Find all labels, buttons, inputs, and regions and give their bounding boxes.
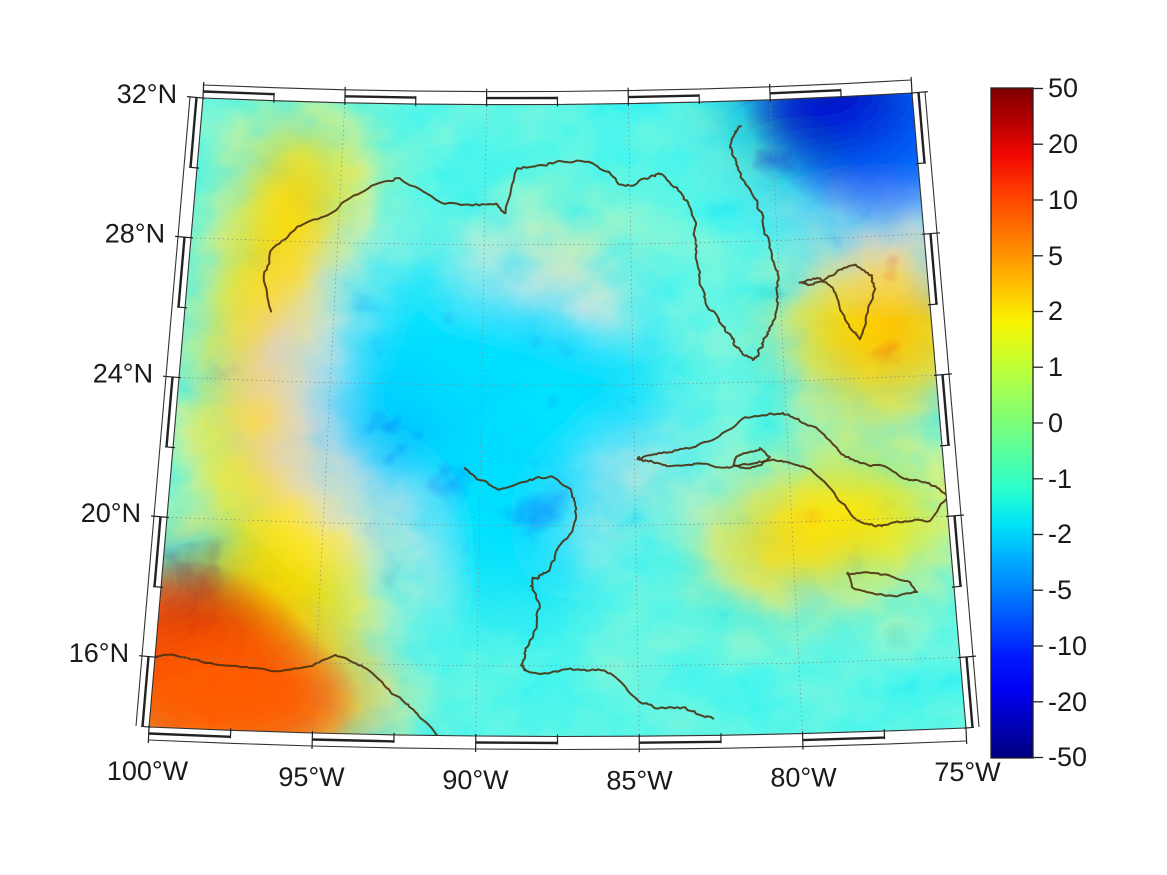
svg-text:50: 50 (1048, 73, 1078, 103)
svg-text:85°W: 85°W (606, 765, 673, 795)
svg-text:20°N: 20°N (81, 498, 141, 528)
svg-text:-50: -50 (1048, 742, 1087, 772)
svg-text:10: 10 (1048, 185, 1078, 215)
svg-text:32°N: 32°N (117, 79, 177, 109)
svg-text:-2: -2 (1048, 519, 1072, 549)
svg-text:16°N: 16°N (69, 638, 129, 668)
svg-text:28°N: 28°N (105, 219, 165, 249)
svg-text:20: 20 (1048, 129, 1078, 159)
svg-text:90°W: 90°W (442, 765, 509, 795)
svg-text:-5: -5 (1048, 575, 1072, 605)
svg-text:95°W: 95°W (278, 762, 345, 792)
svg-text:0: 0 (1048, 408, 1063, 438)
svg-text:80°W: 80°W (770, 763, 837, 793)
svg-text:5: 5 (1048, 241, 1063, 271)
svg-text:2: 2 (1048, 296, 1063, 326)
svg-text:-10: -10 (1048, 631, 1087, 661)
svg-text:100°W: 100°W (107, 756, 189, 786)
svg-text:24°N: 24°N (93, 358, 153, 388)
svg-text:-20: -20 (1048, 687, 1087, 717)
svg-text:1: 1 (1048, 352, 1063, 382)
svg-text:-1: -1 (1048, 464, 1072, 494)
svg-text:75°W: 75°W (934, 757, 1001, 787)
